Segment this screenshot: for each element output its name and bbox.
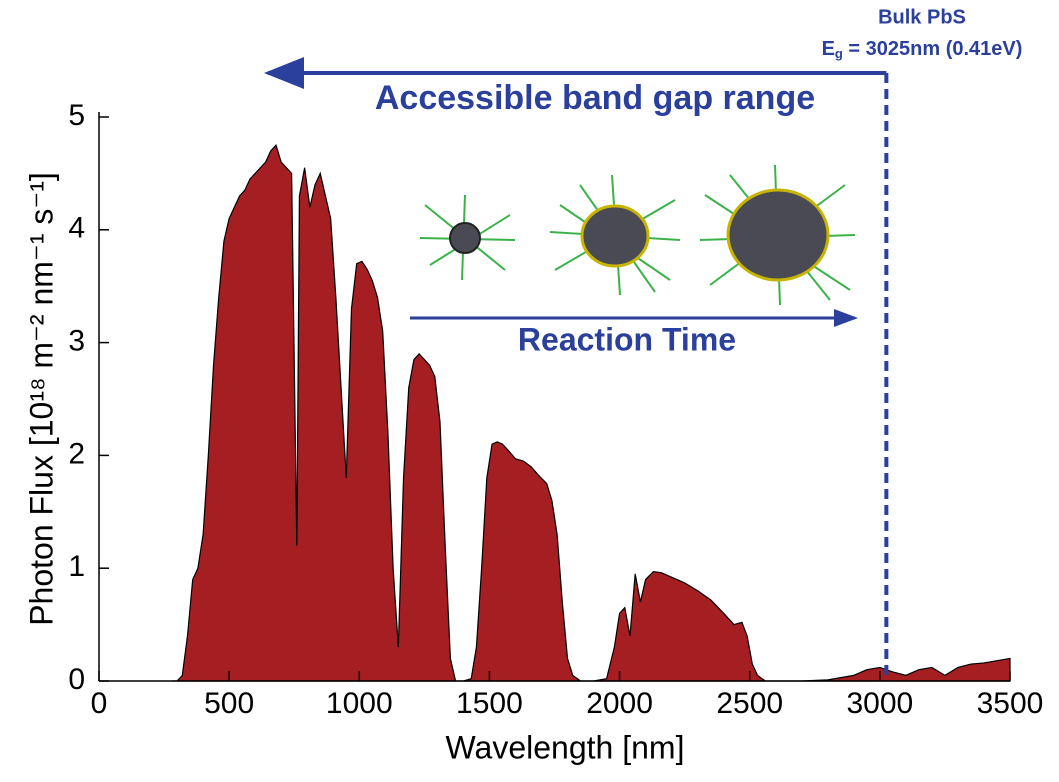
band-gap-symbol: E (822, 38, 835, 60)
nanoparticle-large (699, 164, 856, 306)
y-tick-label: 4 (68, 212, 85, 245)
x-tick-label: 2500 (716, 687, 783, 720)
band-gap-subscript: g (835, 46, 843, 61)
x-tick-label: 2000 (586, 687, 653, 720)
x-tick-label: 0 (91, 687, 108, 720)
y-tick-label: 5 (68, 99, 85, 132)
range-label: Accessible band gap range (375, 79, 815, 117)
y-tick-label: 1 (68, 550, 85, 583)
area (171, 144, 1011, 682)
y-tick-label: 2 (68, 437, 85, 470)
nanoparticle-small (419, 194, 516, 281)
x-tick-label: 1500 (456, 687, 523, 720)
y-tick-label: 3 (68, 325, 85, 358)
nanoparticle-medium (549, 174, 681, 296)
band-gap-value: = 3025nm (0.41eV) (843, 38, 1023, 60)
y-axis-label: Photon Flux [10¹⁸ m⁻² nm⁻¹ s⁻¹] (23, 172, 59, 626)
y-tick-label: 0 (68, 663, 85, 696)
x-tick-label: 3000 (846, 687, 913, 720)
x-tick-label: 1000 (326, 687, 393, 720)
plot: 0 500 1000 1500 2000 2500 3000 3500 0 1 2 3 4 5 (68, 99, 1043, 720)
x-tick-label: 500 (204, 687, 254, 720)
band-gap-title: Bulk PbS (878, 6, 966, 28)
band-gap-label: Eg = 3025nm (0.41eV) (822, 38, 1023, 61)
x-axis-label: Wavelength [nm] (446, 729, 685, 765)
x-tick-label: 3500 (977, 687, 1044, 720)
reaction-label: Reaction Time (518, 321, 736, 357)
